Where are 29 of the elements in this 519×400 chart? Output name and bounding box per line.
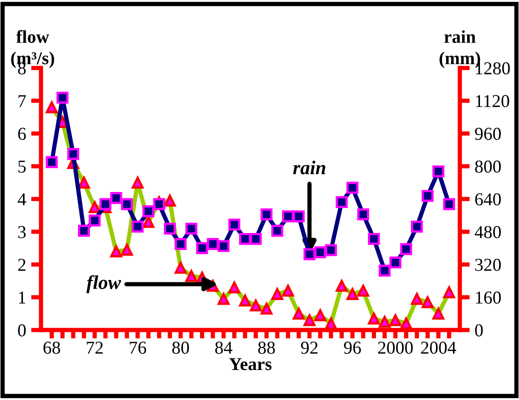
x-tick-label: 72: [86, 342, 103, 354]
annotation: flow: [86, 275, 122, 294]
x-tick-label: 80: [172, 342, 189, 354]
y2-tick-label: 800: [475, 160, 501, 173]
y-tick-label: 5: [18, 160, 26, 173]
y2-tick-label: 960: [475, 128, 501, 140]
y2-tick-label: 1120: [476, 95, 510, 108]
annotation: rain: [293, 160, 326, 174]
y-tick-label: 1: [18, 292, 26, 304]
x-tick-label: 76: [130, 342, 146, 354]
x-tick-label: 96: [344, 342, 361, 354]
x-tick-label: 68: [43, 342, 60, 354]
y2-tick-label: 640: [475, 193, 501, 206]
y2-tick-label: 320: [475, 258, 501, 271]
y2-tick-label: 480: [474, 226, 501, 238]
x-tick-label: 84: [215, 342, 232, 354]
y-tick-label: 4: [18, 193, 26, 206]
x-tick-label: 2004: [421, 342, 456, 354]
x-tick-label: 2000: [378, 342, 413, 354]
x-tick-label: 88: [258, 342, 275, 354]
y-tick-label: 6: [18, 128, 26, 140]
y2-tick-label: 0: [475, 324, 483, 336]
y-tick-label: 2: [18, 258, 26, 271]
x-tick-label: 92: [301, 342, 318, 354]
x-axis-title: Years: [229, 358, 272, 370]
y2-tick-label: 160: [476, 292, 501, 304]
y-tick-label: 7: [18, 95, 26, 108]
y-tick-label: 3: [18, 226, 26, 238]
y-tick-label: 0: [18, 324, 26, 336]
